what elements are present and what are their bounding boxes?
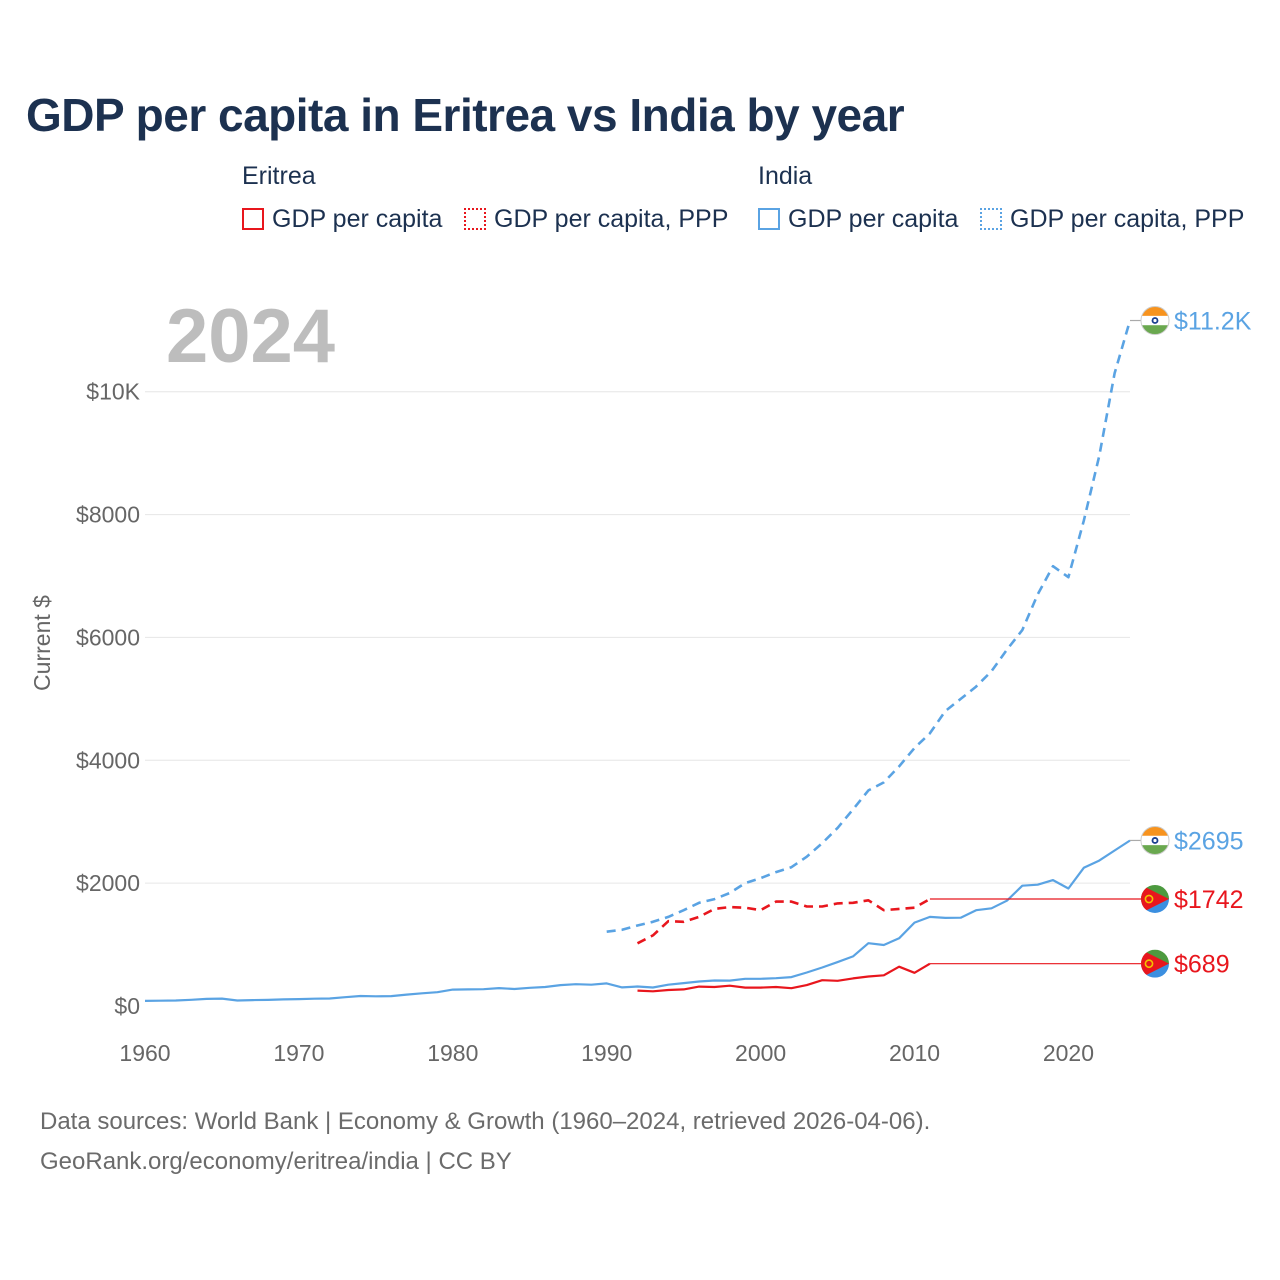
x-tick-label: 1960 [119,1040,170,1066]
india-flag-icon [1141,307,1169,335]
legend-india-ppp[interactable]: GDP per capita, PPP [980,204,1244,234]
x-tick-label: 2020 [1043,1040,1094,1066]
x-tick-label: 1980 [427,1040,478,1066]
india-flag-icon [1141,826,1169,854]
legend-swatch-eritrea-ppp [464,208,486,230]
legend-label: GDP per capita [272,204,443,233]
year-watermark: 2024 [166,294,335,379]
x-tick-label: 1990 [581,1040,632,1066]
y-tick-label: $8000 [76,502,140,528]
end-value-label: $1742 [1174,886,1244,914]
end-value-label: $11.2K [1174,308,1252,336]
series-line-india-gdp-per-capita [144,839,1131,1002]
x-tick-label: 2010 [889,1040,940,1066]
legend-label: GDP per capita, PPP [1010,204,1245,233]
legend-label: GDP per capita, PPP [494,204,729,233]
series-line-eritrea-gdp-per-capita-ppp [636,897,931,945]
legend-swatch-eritrea-gdp [242,208,264,230]
y-tick-label: $4000 [76,747,140,773]
legend-eritrea-ppp[interactable]: GDP per capita, PPP [464,204,728,234]
series-line-eritrea-gdp-per-capita [637,962,931,993]
legend-title-india: India [758,162,813,190]
source-line-2: GeoRank.org/economy/eritrea/india | CC B… [40,1148,512,1175]
legend-swatch-india-ppp [980,208,1002,230]
legend-label: GDP per capita [788,204,959,233]
chart-title: GDP per capita in Eritrea vs India by ye… [26,89,905,141]
end-value-label: $2695 [1174,827,1244,855]
y-tick-label: $6000 [76,624,140,650]
eritrea-flag-icon [1141,950,1169,978]
y-tick-label: $2000 [76,870,140,896]
legend-title-eritrea: Eritrea [242,162,316,190]
x-tick-label: 1970 [273,1040,324,1066]
y-axis-label: Current $ [29,595,55,691]
series-line-india-gdp-per-capita-ppp [606,320,1132,933]
y-tick-label: $10K [86,379,140,405]
y-tick-label: $0 [114,993,140,1019]
x-tick-label: 2000 [735,1040,786,1066]
end-value-label: $689 [1174,951,1230,979]
legend-eritrea-gdp[interactable]: GDP per capita [242,204,442,234]
eritrea-flag-icon [1141,885,1169,913]
legend-india-gdp[interactable]: GDP per capita [758,204,958,234]
source-line-1: Data sources: World Bank | Economy & Gro… [40,1108,931,1135]
legend-swatch-india-gdp [758,208,780,230]
